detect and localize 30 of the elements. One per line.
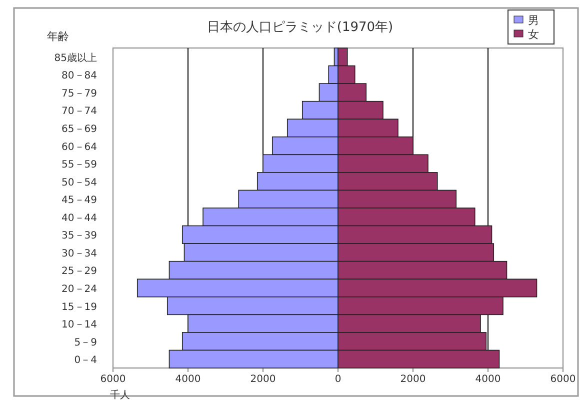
y-tick-label: 30－34 xyxy=(62,248,97,260)
legend-label: 男 xyxy=(528,14,539,27)
y-tick-label: 0－4 xyxy=(74,355,97,366)
y-tick-label: 50－54 xyxy=(62,177,97,188)
y-tick-label: 55－59 xyxy=(62,160,97,171)
y-tick-label: 35－39 xyxy=(62,230,97,242)
y-tick-label: 70－74 xyxy=(62,106,97,118)
y-axis-title: 年齢 xyxy=(47,30,69,43)
x-tick-label: 6000 xyxy=(550,374,576,385)
x-axis-title: 千人 xyxy=(110,389,130,401)
legend-label: 女 xyxy=(528,28,539,41)
x-tick-label: 2000 xyxy=(400,374,426,385)
x-tick-label: 4000 xyxy=(475,374,501,385)
y-tick-label: 85歳以上 xyxy=(54,52,97,64)
x-tick-label: 2000 xyxy=(250,374,276,385)
y-tick-label: 75－79 xyxy=(62,88,97,100)
x-tick-label: 6000 xyxy=(100,374,126,385)
x-tick-label: 0 xyxy=(334,374,342,385)
y-tick-label: 40－44 xyxy=(62,212,97,224)
y-tick-label: 20－24 xyxy=(62,284,97,295)
x-tick-label: 4000 xyxy=(175,374,201,385)
y-tick-label: 80－84 xyxy=(62,70,97,82)
y-tick-label: 15－19 xyxy=(62,302,97,313)
y-tick-label: 65－69 xyxy=(62,124,97,135)
y-tick-label: 10－14 xyxy=(62,320,97,331)
y-tick-label: 5－9 xyxy=(74,337,97,348)
y-tick-label: 45－49 xyxy=(62,195,97,206)
y-tick-label: 60－64 xyxy=(62,142,97,153)
chart-title: 日本の人口ピラミッド(1970年) xyxy=(206,20,394,35)
y-tick-label: 25－29 xyxy=(62,266,97,278)
